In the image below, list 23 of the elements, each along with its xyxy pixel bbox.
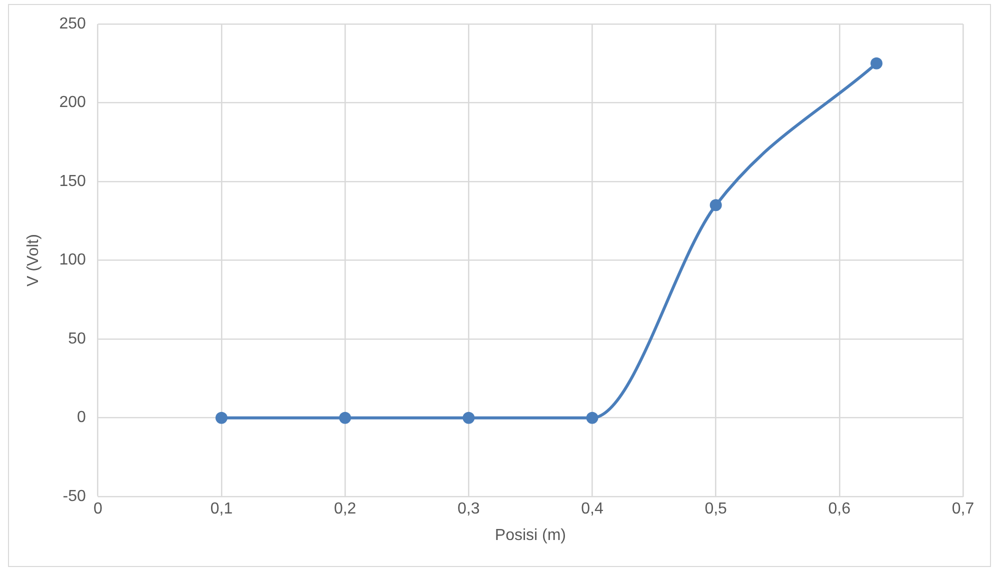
point xyxy=(339,412,352,424)
y-tick-label: 200 xyxy=(59,94,86,112)
y-tick-label: 100 xyxy=(59,252,86,269)
point xyxy=(586,412,598,424)
x-axis-title: Posisi (m) xyxy=(494,526,566,544)
x-tick-label: 0,3 xyxy=(458,500,480,518)
x-tick-label: 0,1 xyxy=(210,500,233,518)
y-axis-title: V (Volt) xyxy=(25,234,42,287)
x-tick-label: 0,5 xyxy=(704,500,728,518)
y-tick-label: 250 xyxy=(59,15,86,32)
y-tick-label: -50 xyxy=(62,488,86,506)
x-tick-label: 0 xyxy=(93,500,102,518)
y-tick-label: 50 xyxy=(68,330,86,348)
y-tick-label: 0 xyxy=(76,409,86,426)
point xyxy=(870,57,882,70)
y-tick-label: 150 xyxy=(59,172,86,190)
point xyxy=(215,412,228,424)
x-tick-label: 0,2 xyxy=(334,500,356,518)
x-tick-label: 0,4 xyxy=(581,500,604,518)
x-tick-label: 0,7 xyxy=(952,500,974,518)
x-tick-label: 0,6 xyxy=(828,500,851,518)
point xyxy=(462,412,475,424)
point xyxy=(710,199,722,212)
